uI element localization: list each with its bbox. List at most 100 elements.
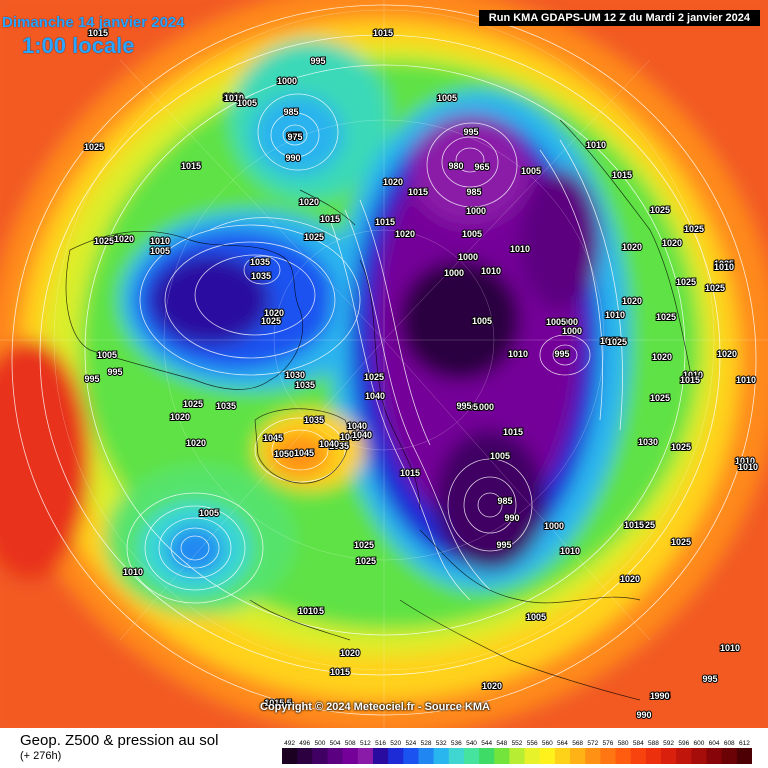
- pressure-label: 995: [84, 374, 99, 384]
- pressure-label: 1045: [294, 448, 314, 458]
- pressure-label: 1005: [546, 317, 566, 327]
- pressure-label: 990: [285, 153, 300, 163]
- pressure-label: 1000: [444, 268, 464, 278]
- pressure-label: 1000: [458, 252, 478, 262]
- pressure-label: 1005: [650, 691, 670, 701]
- pressure-label: 1010: [714, 262, 734, 272]
- pressure-label: 1020: [340, 648, 360, 658]
- pressure-label: 985: [497, 496, 512, 506]
- pressure-label: 1010: [123, 567, 143, 577]
- scale-value-label: 544: [481, 740, 492, 747]
- pressure-label: 1015.5: [264, 698, 292, 708]
- pressure-label: 1005: [237, 98, 257, 108]
- scale-swatch: [509, 748, 526, 764]
- scale-swatch: [615, 748, 632, 764]
- pressure-label: 1010: [508, 349, 528, 359]
- isobars: [11, 4, 757, 716]
- pressure-label: 1010: [150, 236, 170, 246]
- pressure-label: 1005: [521, 166, 541, 176]
- scale-swatch: [388, 748, 404, 764]
- pressure-label: 1005: [526, 612, 546, 622]
- pressure-label: 1010: [224, 93, 244, 103]
- scale-swatch: [554, 748, 571, 764]
- pressure-label: 1015: [88, 28, 108, 38]
- pressure-label: 1005: [199, 508, 219, 518]
- scale-value-label: 604: [709, 740, 720, 747]
- scale-swatch: [585, 748, 601, 764]
- pressure-label: 1020: [395, 229, 415, 239]
- pressure-label: 1020: [622, 242, 642, 252]
- pressure-label: 1045: [340, 432, 360, 442]
- pressure-label: 1025: [261, 316, 281, 326]
- pressure-label: 1015: [373, 28, 393, 38]
- pressure-label: 1010: [605, 310, 625, 320]
- scale-swatch: [645, 748, 662, 764]
- scale-value-label: 564: [557, 740, 568, 747]
- scale-value-label: 512: [360, 740, 371, 747]
- graticule: [0, 0, 768, 728]
- pressure-label: 1005: [437, 93, 457, 103]
- scale-swatch: [372, 748, 389, 764]
- pressure-label: 1010: [683, 370, 703, 380]
- pressure-label: 1005: [462, 229, 482, 239]
- pressure-label: 1020: [299, 197, 319, 207]
- scale-value-label: 508: [345, 740, 356, 747]
- pressure-label: 995: [463, 127, 478, 137]
- scale-value-label: 584: [633, 740, 644, 747]
- pressure-label: 1025: [94, 236, 114, 246]
- scale-swatch: [721, 748, 738, 764]
- pressure-label: 995: [107, 367, 122, 377]
- pressure-label: 1010: [720, 643, 740, 653]
- scale-value-label: 572: [587, 740, 598, 747]
- product-title: Geop. Z500 & pression au sol: [20, 732, 219, 749]
- scale-value-label: 600: [694, 740, 705, 747]
- pressure-label: 1015: [408, 187, 428, 197]
- pressure-label: 980: [448, 161, 463, 171]
- pressure-label: 1025: [671, 537, 691, 547]
- scale-value-label: 516: [375, 740, 386, 747]
- pressure-label: 1005: [97, 350, 117, 360]
- pressure-label: 1035: [216, 401, 236, 411]
- scale-swatch: [327, 748, 344, 764]
- scale-swatch: [403, 748, 419, 764]
- pressure-labels: 1015995101510101000985990975101010051025…: [83, 27, 759, 721]
- pressure-label: 975: [287, 132, 302, 142]
- pressure-label: 1020: [620, 574, 640, 584]
- pressure-label: 1010: [560, 546, 580, 556]
- scale-swatch: [676, 748, 692, 764]
- pressure-label: 995: [554, 349, 569, 359]
- scale-value-label: 560: [542, 740, 553, 747]
- pressure-label: 1015: [680, 375, 700, 385]
- scale-value-label: 576: [603, 740, 614, 747]
- pressure-label: 1000: [277, 76, 297, 86]
- scale-swatch: [312, 748, 328, 764]
- pressure-label: 1000: [562, 326, 582, 336]
- pressure-label: 1005: [490, 451, 510, 461]
- pressure-label: 1015: [400, 468, 420, 478]
- pressure-label: 1015: [624, 520, 644, 530]
- pressure-label: 1020: [186, 438, 206, 448]
- copyright-notice: Copyright © 2024 Meteociel.fr - Source K…: [260, 701, 490, 713]
- pressure-label: 1005: [458, 402, 478, 412]
- scale-value-label: 608: [724, 740, 735, 747]
- pressure-label: 985: [466, 187, 481, 197]
- pressure-label: 1035: [304, 415, 324, 425]
- color-scale: 492 496 500 504 508 512 516 520 524 528 532 536 540 5…: [282, 740, 752, 764]
- pressure-label: 995: [496, 540, 511, 550]
- scale-value-label: 540: [466, 740, 477, 747]
- forecast-local-time: 1:00 locale: [22, 33, 135, 58]
- pressure-label: 1025: [364, 372, 384, 382]
- pressure-label: 1015: [320, 214, 340, 224]
- scale-value-label: 492: [284, 740, 295, 747]
- scale-swatch: [706, 748, 723, 764]
- pressure-label: 1020: [662, 238, 682, 248]
- pressure-label: 1030: [638, 437, 658, 447]
- pressure-label: 1015: [503, 427, 523, 437]
- scale-swatch: [539, 748, 556, 764]
- scale-value-label: 592: [663, 740, 674, 747]
- pressure-label: 1020: [170, 412, 190, 422]
- pressure-label: 1015: [330, 667, 350, 677]
- pressure-label: 995: [456, 401, 471, 411]
- scale-swatch: [570, 748, 586, 764]
- pressure-label: 1010: [481, 266, 501, 276]
